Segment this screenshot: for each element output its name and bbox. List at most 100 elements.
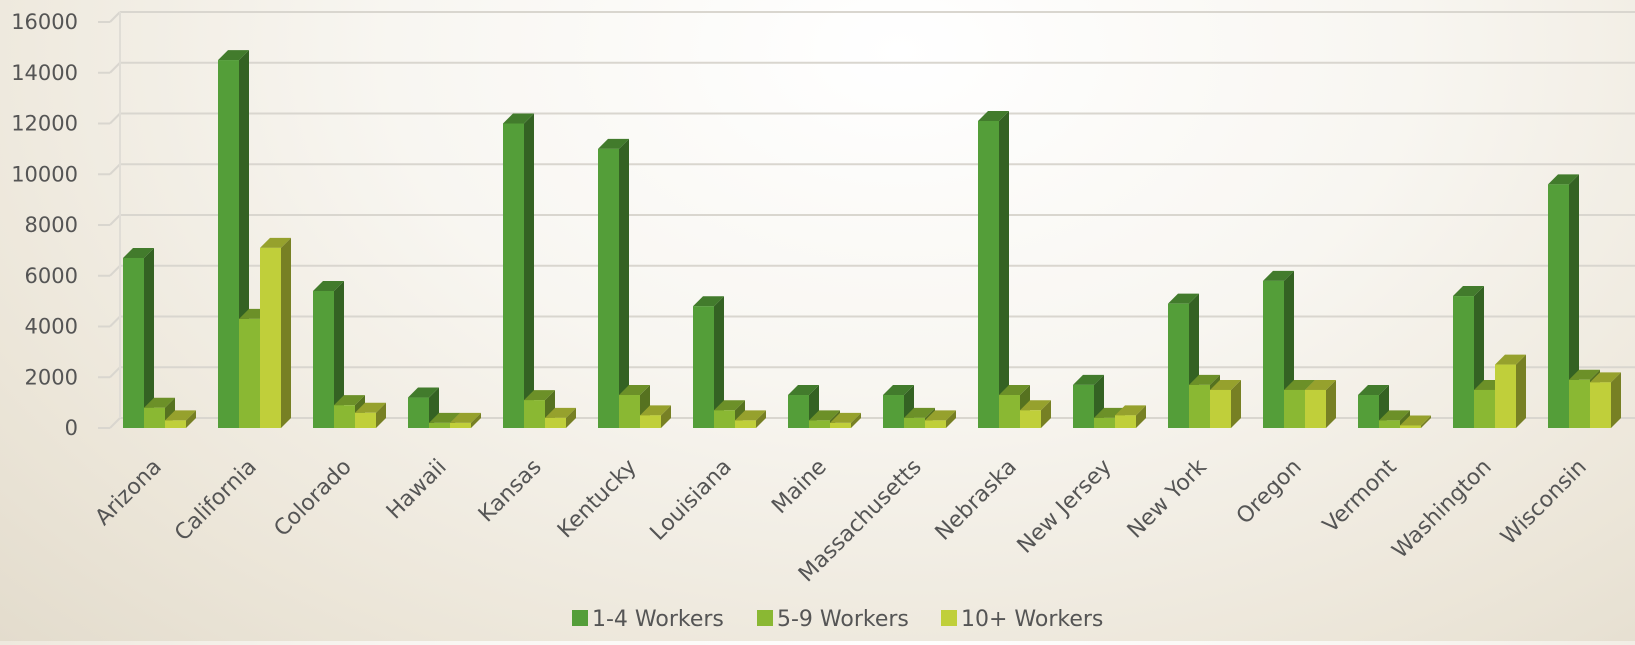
bar-side <box>756 410 766 428</box>
bar-side <box>1421 415 1431 428</box>
bar-front <box>408 397 429 428</box>
tick-mark-depth <box>109 214 121 226</box>
tick-mark-depth <box>109 315 121 328</box>
bar-top <box>714 400 745 411</box>
bar-side <box>1041 400 1051 428</box>
y-tick-label: 6000 <box>25 264 78 288</box>
bar-top <box>1168 293 1199 304</box>
y-tick-label: 0 <box>65 416 78 440</box>
bar-front <box>883 395 904 428</box>
legend: 1-4 Workers 5-9 Workers 10+ Workers <box>572 607 1103 632</box>
bar-front <box>1189 384 1210 428</box>
bar-front <box>503 123 524 428</box>
bar <box>545 407 576 428</box>
bar-side <box>661 405 671 428</box>
bar-top <box>640 405 671 416</box>
x-tick-label: Colorado <box>270 455 357 542</box>
bar-front <box>165 420 186 428</box>
bar-top <box>1453 286 1484 297</box>
bar-front <box>429 422 450 428</box>
bar-front <box>450 422 471 428</box>
bar-top <box>1073 374 1104 385</box>
bar-front <box>334 405 355 428</box>
y-tick-label: 10000 <box>11 162 78 186</box>
bar-side <box>186 410 196 428</box>
bar-front <box>978 120 999 429</box>
tick-mark-depth <box>109 112 121 125</box>
y-tick-label: 2000 <box>25 365 78 389</box>
bar-front <box>1548 184 1569 428</box>
x-axis-ticks: Arizona California Colorado Hawaii Kansas Ken… <box>91 454 1592 587</box>
bar-side <box>619 138 629 428</box>
bar-front <box>598 148 619 428</box>
bar-front <box>545 417 566 428</box>
x-tick-label: Oregon <box>1232 455 1307 530</box>
bar <box>978 110 1009 429</box>
bar <box>1358 385 1389 428</box>
bar <box>925 410 956 428</box>
bar <box>1495 354 1526 428</box>
bar-top <box>260 237 291 248</box>
tick-mark-depth <box>109 163 121 175</box>
bar <box>450 412 481 428</box>
bar-top <box>408 387 439 398</box>
bar <box>355 402 386 428</box>
bar-front <box>999 395 1020 428</box>
bar-front <box>239 318 260 428</box>
bar-top <box>809 410 840 421</box>
bar-front <box>1020 410 1041 428</box>
bar <box>1400 415 1431 428</box>
bar-top <box>1189 374 1220 385</box>
legend-item: 1-4 Workers <box>572 607 724 632</box>
bar-top <box>1210 379 1241 390</box>
bar-front <box>1115 415 1136 428</box>
bar-front <box>260 247 281 428</box>
bar-top <box>788 385 819 396</box>
bar-front <box>1379 420 1400 428</box>
bar-front <box>714 410 735 428</box>
bar-front <box>1284 389 1305 428</box>
bar-front <box>1263 280 1284 428</box>
legend-swatch <box>941 610 957 626</box>
bar-side <box>1136 405 1146 428</box>
bar <box>1548 174 1579 428</box>
bar-top <box>218 50 249 61</box>
bar-top <box>693 296 724 307</box>
x-tick-label: Washington <box>1388 455 1497 564</box>
bar-front <box>1073 384 1094 428</box>
bar-top <box>1400 415 1431 426</box>
bar-side <box>1611 372 1621 428</box>
tick-mark-depth <box>109 11 121 23</box>
bar-front <box>218 60 239 428</box>
bar-top <box>1020 400 1051 411</box>
bar-top <box>830 412 861 423</box>
bar-side <box>1326 379 1336 428</box>
bar-front <box>693 306 714 428</box>
bar-front <box>619 395 640 428</box>
bar-top <box>999 385 1030 396</box>
y-tick-label: 14000 <box>11 61 78 85</box>
bar-front <box>1400 425 1421 428</box>
bar-side <box>946 410 956 428</box>
bar-front <box>1590 382 1611 428</box>
bar-top <box>545 407 576 418</box>
bar-top <box>978 110 1009 121</box>
bar-side <box>281 237 291 428</box>
bar-side <box>376 402 386 428</box>
bar-front <box>830 422 851 428</box>
bar-front <box>313 290 334 428</box>
bar-side <box>1569 174 1579 428</box>
x-tick-label: Vermont <box>1318 454 1402 538</box>
bar-side <box>1516 354 1526 428</box>
x-tick-label: Maine <box>767 455 831 519</box>
bar-front <box>1569 379 1590 428</box>
gridlines <box>98 11 1635 429</box>
bar <box>1210 379 1241 428</box>
legend-label: 1-4 Workers <box>592 607 724 632</box>
bar-side <box>144 247 154 428</box>
y-tick-label: 16000 <box>11 10 78 34</box>
bar-front <box>144 407 165 428</box>
bar-top <box>1263 270 1294 281</box>
bar-top <box>503 113 534 124</box>
bar-front <box>1305 389 1326 428</box>
